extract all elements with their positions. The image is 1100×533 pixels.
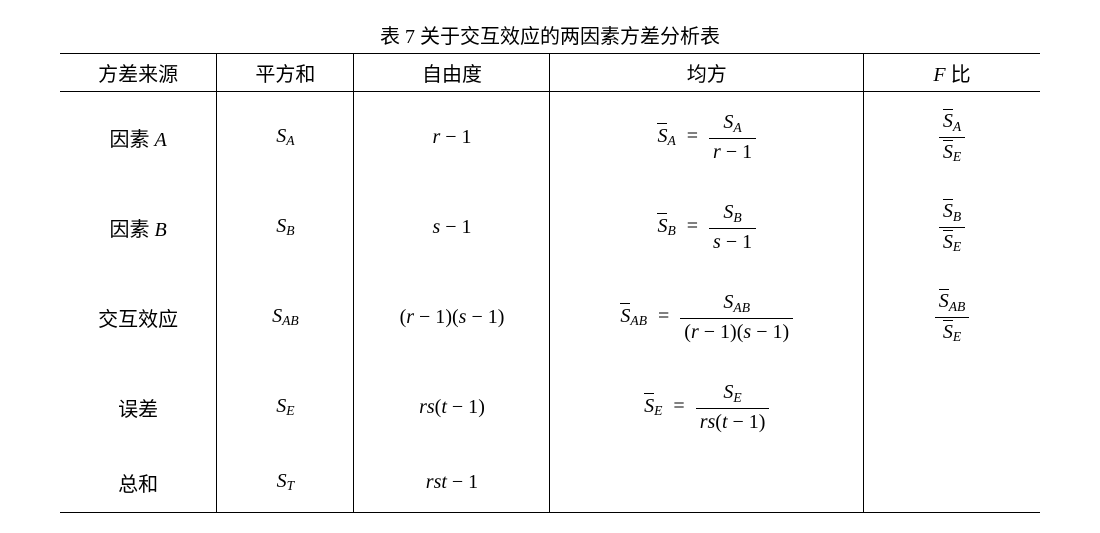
cell-b-source: 因素 B [60,182,217,272]
cell-b-ss: SB [217,182,354,272]
cell-t-df: rst − 1 [354,452,550,513]
cell-ab-ms: SAB = SAB (r − 1)(s − 1) [550,272,864,362]
cell-a-ms: SA = SA r − 1 [550,92,864,183]
cell-a-ss: SA [217,92,354,183]
cell-e-f [864,362,1040,452]
hdr-ms: 均方 [550,54,864,92]
anova-table: 方差来源 平方和 自由度 均方 F 比 因素 A SA r − 1 SA = S… [60,53,1040,513]
cell-t-source: 总和 [60,452,217,513]
cell-ab-df: (r − 1)(s − 1) [354,272,550,362]
cell-e-ss: SE [217,362,354,452]
cell-b-ms: SB = SB s − 1 [550,182,864,272]
row-error: 误差 SE rs(t − 1) SE = SE rs(t − 1) [60,362,1040,452]
hdr-f: F 比 [864,54,1040,92]
cell-a-f: SA SE [864,92,1040,183]
row-factor-b: 因素 B SB s − 1 SB = SB s − 1 SB SE [60,182,1040,272]
cell-e-ms: SE = SE rs(t − 1) [550,362,864,452]
cell-t-ms [550,452,864,513]
hdr-source: 方差来源 [60,54,217,92]
cell-ab-f: SAB SE [864,272,1040,362]
hdr-df: 自由度 [354,54,550,92]
cell-b-f: SB SE [864,182,1040,272]
row-factor-a: 因素 A SA r − 1 SA = SA r − 1 SA SE [60,92,1040,183]
table-caption: 表 7 关于交互效应的两因素方差分析表 [40,20,1060,49]
hdr-ss: 平方和 [217,54,354,92]
cell-a-df: r − 1 [354,92,550,183]
cell-t-f [864,452,1040,513]
cell-b-df: s − 1 [354,182,550,272]
cell-e-source: 误差 [60,362,217,452]
row-total: 总和 ST rst − 1 [60,452,1040,513]
row-interaction: 交互效应 SAB (r − 1)(s − 1) SAB = SAB (r − 1… [60,272,1040,362]
cell-e-df: rs(t − 1) [354,362,550,452]
cell-t-ss: ST [217,452,354,513]
cell-ab-source: 交互效应 [60,272,217,362]
cell-ab-ss: SAB [217,272,354,362]
cell-a-source: 因素 A [60,92,217,183]
header-row: 方差来源 平方和 自由度 均方 F 比 [60,54,1040,92]
